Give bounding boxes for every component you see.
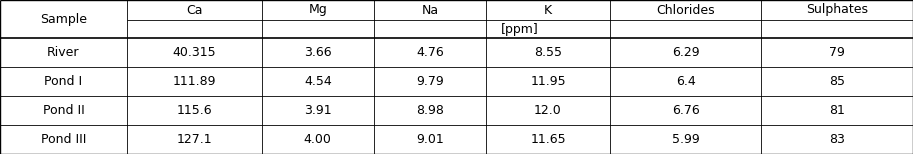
Text: 40.315: 40.315: [173, 46, 216, 59]
Text: 3.91: 3.91: [304, 104, 331, 117]
Text: 83: 83: [829, 133, 845, 146]
Text: 3.66: 3.66: [304, 46, 331, 59]
Text: 6.4: 6.4: [676, 75, 696, 88]
Text: 4.00: 4.00: [304, 133, 331, 146]
Text: K: K: [544, 4, 552, 16]
Text: Pond II: Pond II: [43, 104, 84, 117]
Text: [ppm]: [ppm]: [501, 22, 539, 36]
Text: 6.29: 6.29: [672, 46, 699, 59]
Text: Pond III: Pond III: [41, 133, 86, 146]
Text: 6.76: 6.76: [672, 104, 699, 117]
Text: 5.99: 5.99: [672, 133, 699, 146]
Text: 8.55: 8.55: [534, 46, 562, 59]
Text: 9.79: 9.79: [416, 75, 444, 88]
Text: Sample: Sample: [40, 12, 87, 26]
Text: Mg: Mg: [309, 4, 327, 16]
Text: 81: 81: [829, 104, 845, 117]
Text: Ca: Ca: [186, 4, 203, 16]
Text: 85: 85: [829, 75, 845, 88]
Text: 111.89: 111.89: [173, 75, 216, 88]
Text: 8.98: 8.98: [416, 104, 444, 117]
Text: 4.76: 4.76: [416, 46, 444, 59]
Text: Pond I: Pond I: [45, 75, 82, 88]
Text: 79: 79: [829, 46, 845, 59]
Text: 4.54: 4.54: [304, 75, 331, 88]
Text: 11.95: 11.95: [530, 75, 566, 88]
Text: River: River: [47, 46, 79, 59]
Text: 11.65: 11.65: [530, 133, 566, 146]
Text: 127.1: 127.1: [176, 133, 212, 146]
Text: Sulphates: Sulphates: [806, 4, 868, 16]
Text: 115.6: 115.6: [176, 104, 212, 117]
Text: 12.0: 12.0: [534, 104, 561, 117]
Text: Chlorides: Chlorides: [656, 4, 715, 16]
Text: Na: Na: [422, 4, 438, 16]
Text: 9.01: 9.01: [416, 133, 444, 146]
